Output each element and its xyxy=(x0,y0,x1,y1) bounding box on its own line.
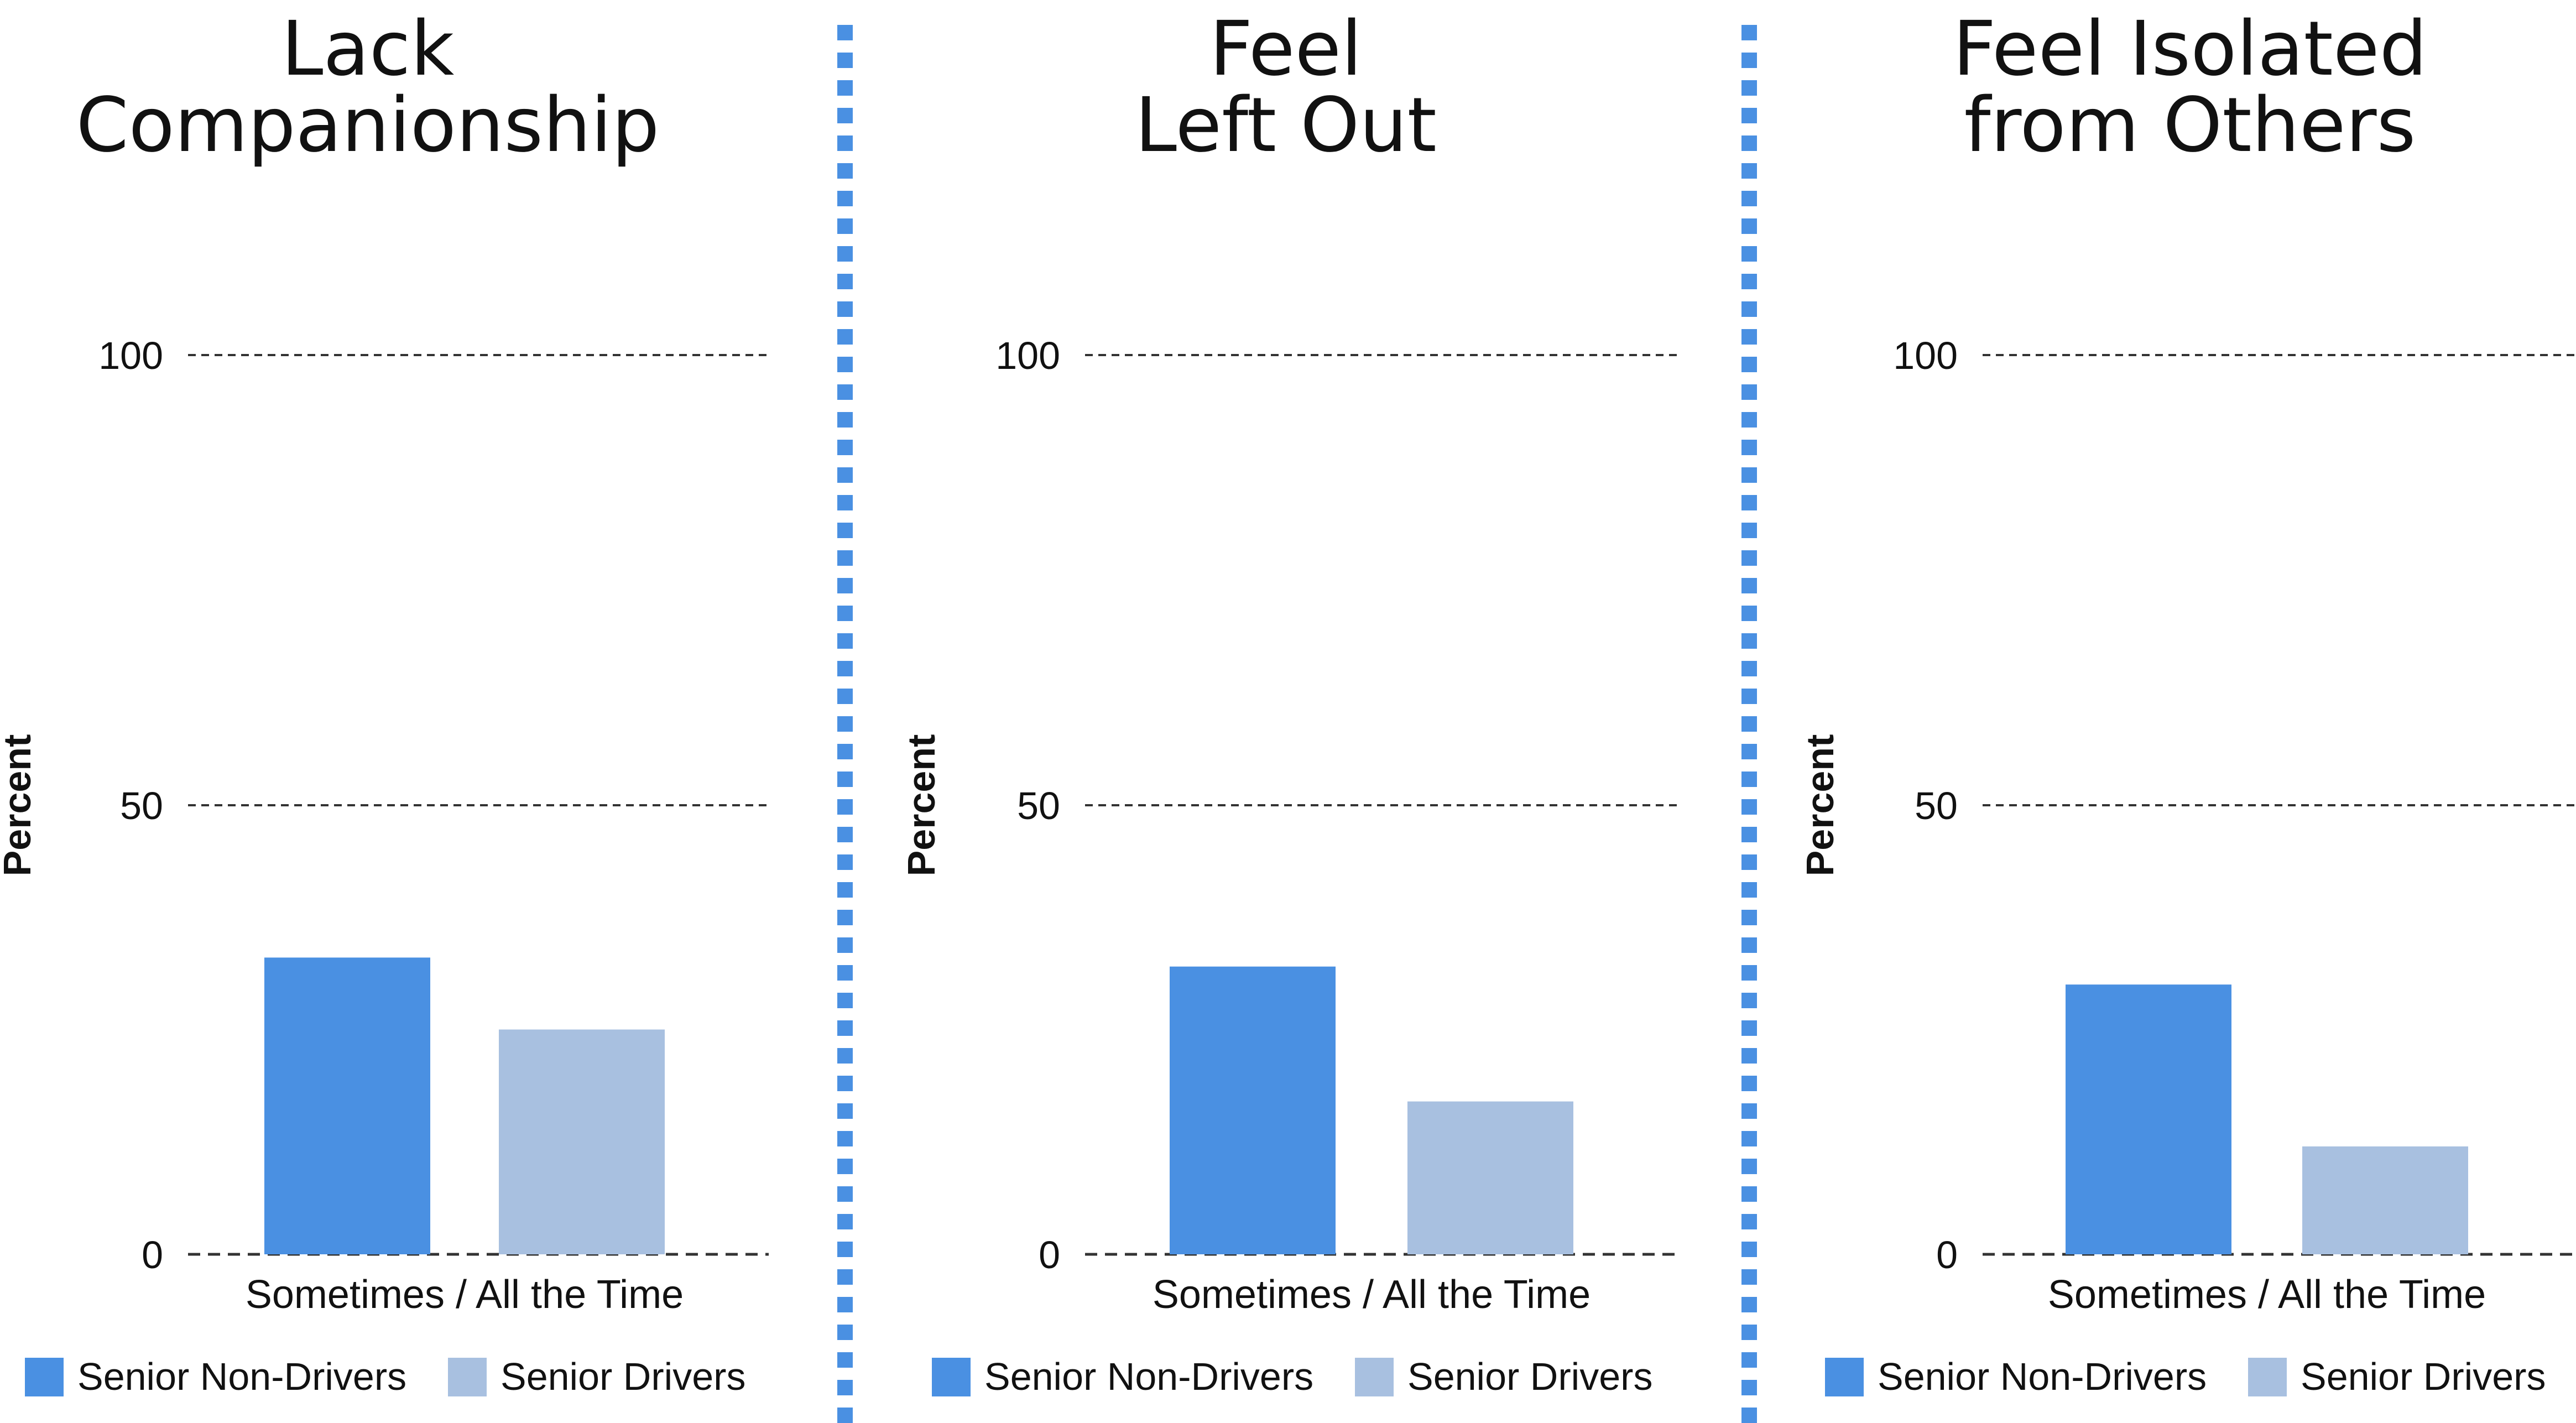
y-tick-label: 50 xyxy=(1915,784,1958,827)
legend-label: Senior Drivers xyxy=(500,1355,745,1398)
bar-senior-non-drivers xyxy=(1170,966,1336,1254)
y-tick-label: 100 xyxy=(1893,334,1958,377)
x-axis-label: Sometimes / All the Time xyxy=(2048,1273,2486,1317)
bar-senior-non-drivers xyxy=(264,957,430,1254)
legend-label: Senior Drivers xyxy=(1407,1355,1652,1398)
legend-label: Senior Non-Drivers xyxy=(77,1355,406,1398)
y-tick-label: 50 xyxy=(1017,784,1060,827)
legend-swatch xyxy=(932,1358,971,1396)
legend-label: Senior Non-Drivers xyxy=(1878,1355,2207,1398)
bar-senior-drivers xyxy=(1407,1101,1573,1254)
chart-title-line: Left Out xyxy=(1135,82,1437,169)
legend-swatch xyxy=(1825,1358,1864,1396)
y-tick-label: 100 xyxy=(98,334,163,377)
chart-title-line: Companionship xyxy=(76,82,660,169)
y-axis-label: Percent xyxy=(900,734,943,877)
chart-title-line: Lack xyxy=(281,6,455,93)
legend-swatch xyxy=(2248,1358,2287,1396)
y-axis-label: Percent xyxy=(0,734,39,877)
bar-senior-drivers xyxy=(2302,1146,2468,1254)
legend-swatch xyxy=(1355,1358,1394,1396)
y-tick-label: 100 xyxy=(995,334,1060,377)
y-tick-label: 50 xyxy=(120,784,163,827)
x-axis-label: Sometimes / All the Time xyxy=(1153,1273,1591,1317)
y-tick-label: 0 xyxy=(1936,1233,1958,1276)
chart-title-line: Feel xyxy=(1209,6,1362,93)
legend-label: Senior Non-Drivers xyxy=(984,1355,1313,1398)
chart-panel-1: Lack Companionship 0 50 100 Percent Sometimes … xyxy=(0,6,769,1398)
legend-swatch xyxy=(25,1358,64,1396)
chart-title: Feel Isolated from Others xyxy=(1953,6,2427,169)
chart-title-line: from Others xyxy=(1964,82,2416,169)
bar-senior-drivers xyxy=(499,1029,665,1254)
y-tick-label: 0 xyxy=(1039,1233,1060,1276)
chart-title-line: Feel Isolated xyxy=(1953,6,2427,93)
x-axis-label: Sometimes / All the Time xyxy=(246,1273,684,1317)
bar-senior-non-drivers xyxy=(2066,984,2231,1254)
chart-title: Feel Left Out xyxy=(1135,6,1437,169)
legend-swatch xyxy=(448,1358,487,1396)
chart-panel-2: Feel Left Out 0 50 100 Percent Sometimes / All… xyxy=(900,6,1678,1398)
chart-panel-3: Feel Isolated from Others 0 50 100 Percent Som… xyxy=(1798,6,2576,1398)
legend-label: Senior Drivers xyxy=(2301,1355,2546,1398)
y-axis-label: Percent xyxy=(1798,734,1842,877)
chart-title: Lack Companionship xyxy=(76,6,660,169)
y-tick-label: 0 xyxy=(142,1233,163,1276)
